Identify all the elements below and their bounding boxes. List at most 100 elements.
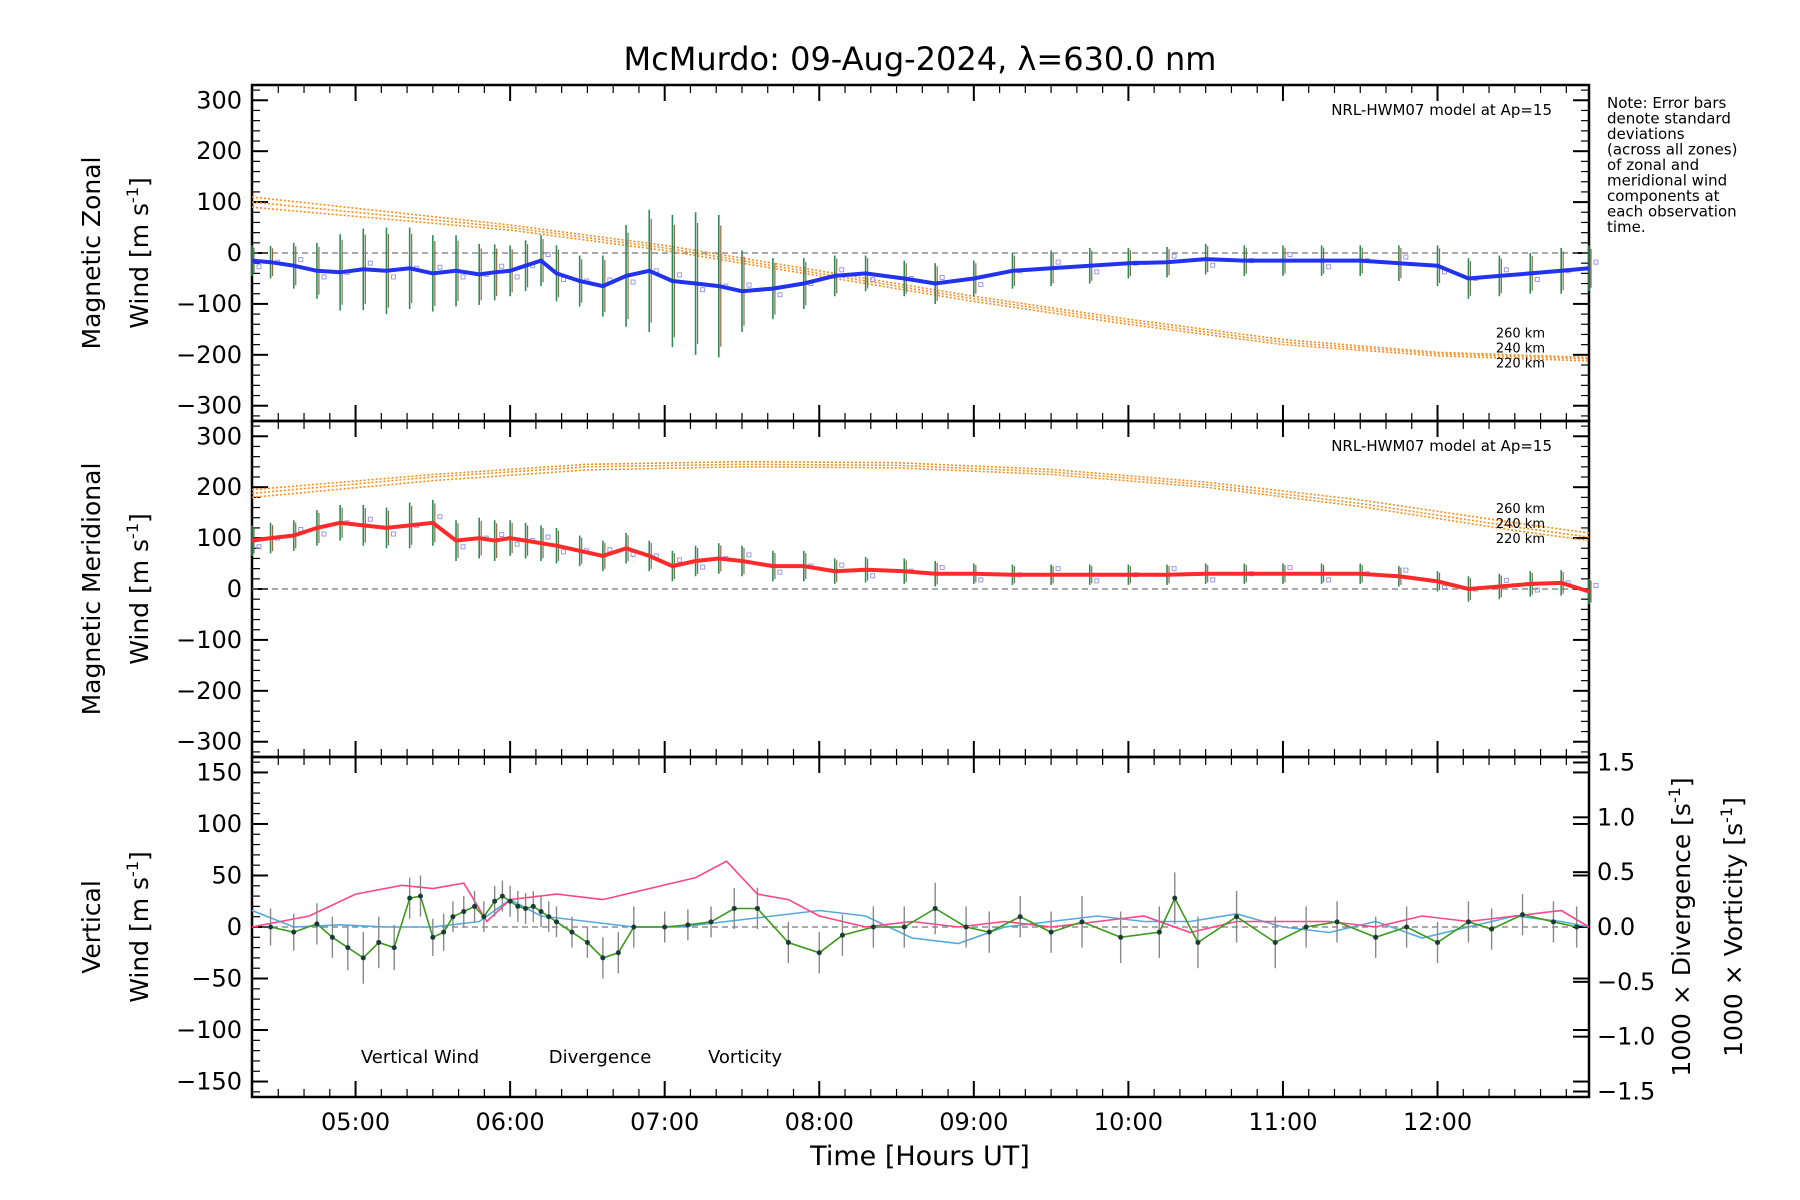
x-tick-label: 11:00 (1248, 1108, 1317, 1136)
y-tick-label: −200 (176, 677, 242, 705)
y2-tick-label: 1.0 (1597, 803, 1635, 831)
y-label-sup: -1 (123, 861, 142, 877)
zone-point (437, 264, 443, 270)
y-tick-label: −300 (176, 728, 242, 756)
vertical-wind-point (1118, 934, 1124, 940)
model-altitude-label: 260 km (1496, 326, 1545, 341)
vertical-wind-point (1435, 939, 1441, 945)
y-tick-label: 300 (196, 86, 242, 114)
zone-point (499, 532, 505, 538)
vertical-wind-point (430, 934, 436, 940)
vertical-wind-point (407, 895, 413, 901)
vertical-wind-point (417, 893, 423, 899)
vertical-wind-point (1520, 912, 1526, 918)
vertical-wind-point (472, 903, 478, 909)
vertical-wind-point (986, 929, 992, 935)
vor-label-text: 1000 × Vorticity [s (1719, 823, 1748, 1057)
zone-point (1287, 252, 1293, 258)
zone-point (870, 276, 876, 282)
vertical-wind-point (963, 924, 969, 930)
zone-point (630, 279, 636, 285)
y-tick-label: −300 (176, 392, 242, 420)
zone-point (321, 274, 327, 280)
vertical-wind-point (1079, 919, 1085, 925)
zone-point (1403, 567, 1409, 573)
vertical-wind-point (360, 955, 366, 961)
y-tick-label: −150 (176, 1068, 242, 1096)
legend-entry: Divergence (549, 1047, 652, 1068)
vertical-wind-point (731, 905, 737, 911)
zone-point (1210, 577, 1216, 583)
vertical-wind-point (870, 924, 876, 930)
y-label-sup: -1 (123, 523, 142, 539)
x-tick-label: 12:00 (1403, 1108, 1472, 1136)
vertical-wind-point (839, 932, 845, 938)
y2-tick-label: −1.0 (1597, 1023, 1655, 1051)
y-tick-label: 100 (196, 810, 242, 838)
vertical-wind-point (754, 905, 760, 911)
note-line: of zonal and (1607, 156, 1699, 174)
y-tick-label: 100 (196, 188, 242, 216)
y-tick-label: 0 (227, 913, 242, 941)
y-tick-label: −100 (176, 626, 242, 654)
zone-point (1534, 276, 1540, 282)
y-label-text: Wind [m s (125, 203, 154, 329)
y-axis-label-line2: Wind [m s-1] (123, 177, 154, 329)
vertical-wind-point (1303, 924, 1309, 930)
vertical-wind-point (450, 914, 456, 920)
zone-point (560, 549, 566, 555)
y2-tick-label: 1.5 (1597, 748, 1635, 776)
y-label-sup: -1 (123, 187, 142, 203)
x-tick-label: 10:00 (1094, 1108, 1163, 1136)
vertical-wind-point (1017, 914, 1023, 920)
note-line: meridional wind (1607, 172, 1727, 190)
y-tick-label: 200 (196, 137, 242, 165)
y-tick-label: 0 (227, 239, 242, 267)
zone-point (514, 541, 520, 547)
zone-point (367, 260, 373, 266)
zone-point (839, 562, 845, 568)
vertical-wind-point (1048, 929, 1054, 935)
zone-point (298, 257, 304, 263)
x-tick-label: 08:00 (785, 1108, 854, 1136)
zone-point (1534, 587, 1540, 593)
y-axis-label-line1: Magnetic Zonal (77, 157, 106, 350)
div-label-close: ] (1667, 777, 1696, 787)
vertical-wind-point (1550, 919, 1556, 925)
zone-point (545, 252, 551, 258)
zone-point (939, 565, 945, 571)
vertical-wind-point (785, 939, 791, 945)
model-altitude-label: 260 km (1496, 502, 1545, 517)
vertical-wind-point (901, 924, 907, 930)
zone-point (676, 557, 682, 563)
vertical-wind-point (553, 919, 559, 925)
vorticity-axis-label: 1000 × Vorticity [s-1] (1717, 797, 1748, 1057)
y-tick-label: 0 (227, 575, 242, 603)
note-line: each observation (1607, 203, 1737, 221)
vertical-wind-point (538, 909, 544, 915)
zonal-wind-line (251, 257, 1590, 294)
vertical-wind-point (1574, 924, 1580, 930)
zone-point (514, 274, 520, 280)
vertical-wind-point (1156, 929, 1162, 935)
vertical-wind-point (1172, 895, 1178, 901)
vertical-wind-point (1465, 919, 1471, 925)
vertical-wind-point (481, 914, 487, 920)
divergence-axis-label: 1000 × Divergence [s-1] (1665, 777, 1696, 1076)
vertical-wind-point (345, 945, 351, 951)
vertical-wind-point (1404, 924, 1410, 930)
note-line: denote standard (1607, 110, 1731, 128)
vertical-wind-point (569, 929, 575, 935)
zone-point (1442, 584, 1448, 590)
vertical-wind-point (631, 924, 637, 930)
note-line: components at (1607, 187, 1720, 205)
zone-point (746, 552, 752, 558)
y-label-close: ] (125, 513, 154, 523)
zone-point (256, 544, 262, 550)
chart-title: McMurdo: 09-Aug-2024, λ=630.0 nm (624, 40, 1217, 78)
model-altitude-label: 240 km (1496, 341, 1545, 356)
y-tick-label: 50 (211, 861, 242, 889)
vertical-wind-point (816, 950, 822, 956)
zone-point (1094, 269, 1100, 275)
